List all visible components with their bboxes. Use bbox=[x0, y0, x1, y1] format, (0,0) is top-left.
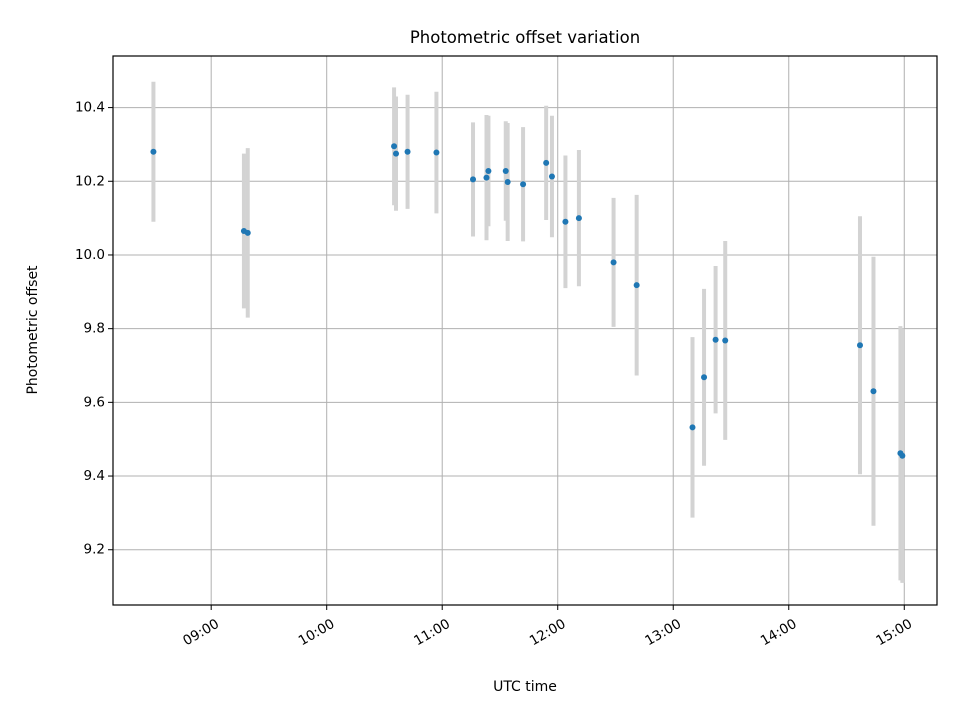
data-point bbox=[856, 342, 863, 349]
data-point bbox=[504, 179, 511, 186]
data-points bbox=[150, 143, 906, 459]
y-tick-label: 10.2 bbox=[75, 173, 105, 189]
grid bbox=[113, 56, 937, 605]
data-point bbox=[870, 388, 877, 395]
y-axis-label: Photometric offset bbox=[25, 265, 41, 395]
data-point bbox=[610, 259, 617, 266]
data-point bbox=[701, 374, 708, 381]
data-point bbox=[483, 174, 490, 181]
data-point bbox=[485, 167, 492, 174]
data-point bbox=[433, 149, 440, 156]
y-tick-label: 9.6 bbox=[84, 394, 105, 410]
data-point bbox=[391, 143, 398, 150]
data-point bbox=[712, 336, 719, 343]
y-tick-label: 10.0 bbox=[75, 247, 105, 263]
data-point bbox=[470, 176, 477, 183]
data-point bbox=[244, 229, 251, 236]
y-axis-ticks: 9.2 9.4 9.6 9.8 10.0 10.2 10.4 bbox=[75, 100, 113, 558]
plot-frame bbox=[112, 55, 938, 606]
data-point bbox=[899, 452, 906, 459]
data-point bbox=[722, 337, 729, 344]
y-tick-label: 10.4 bbox=[75, 100, 105, 116]
data-point bbox=[562, 218, 569, 225]
data-point bbox=[404, 148, 411, 155]
data-point bbox=[689, 424, 696, 431]
data-point bbox=[393, 150, 400, 157]
data-point bbox=[150, 148, 157, 155]
data-point bbox=[543, 159, 550, 166]
data-point bbox=[548, 173, 555, 180]
data-point bbox=[575, 215, 582, 222]
y-tick-label: 9.4 bbox=[84, 468, 105, 484]
data-point bbox=[633, 282, 640, 289]
x-axis-label: UTC time bbox=[493, 679, 557, 695]
data-point bbox=[502, 167, 509, 174]
y-tick-label: 9.2 bbox=[84, 542, 105, 558]
chart-title: Photometric offset variation bbox=[410, 28, 640, 47]
data-point bbox=[520, 181, 527, 188]
y-tick-label: 9.8 bbox=[84, 321, 105, 337]
